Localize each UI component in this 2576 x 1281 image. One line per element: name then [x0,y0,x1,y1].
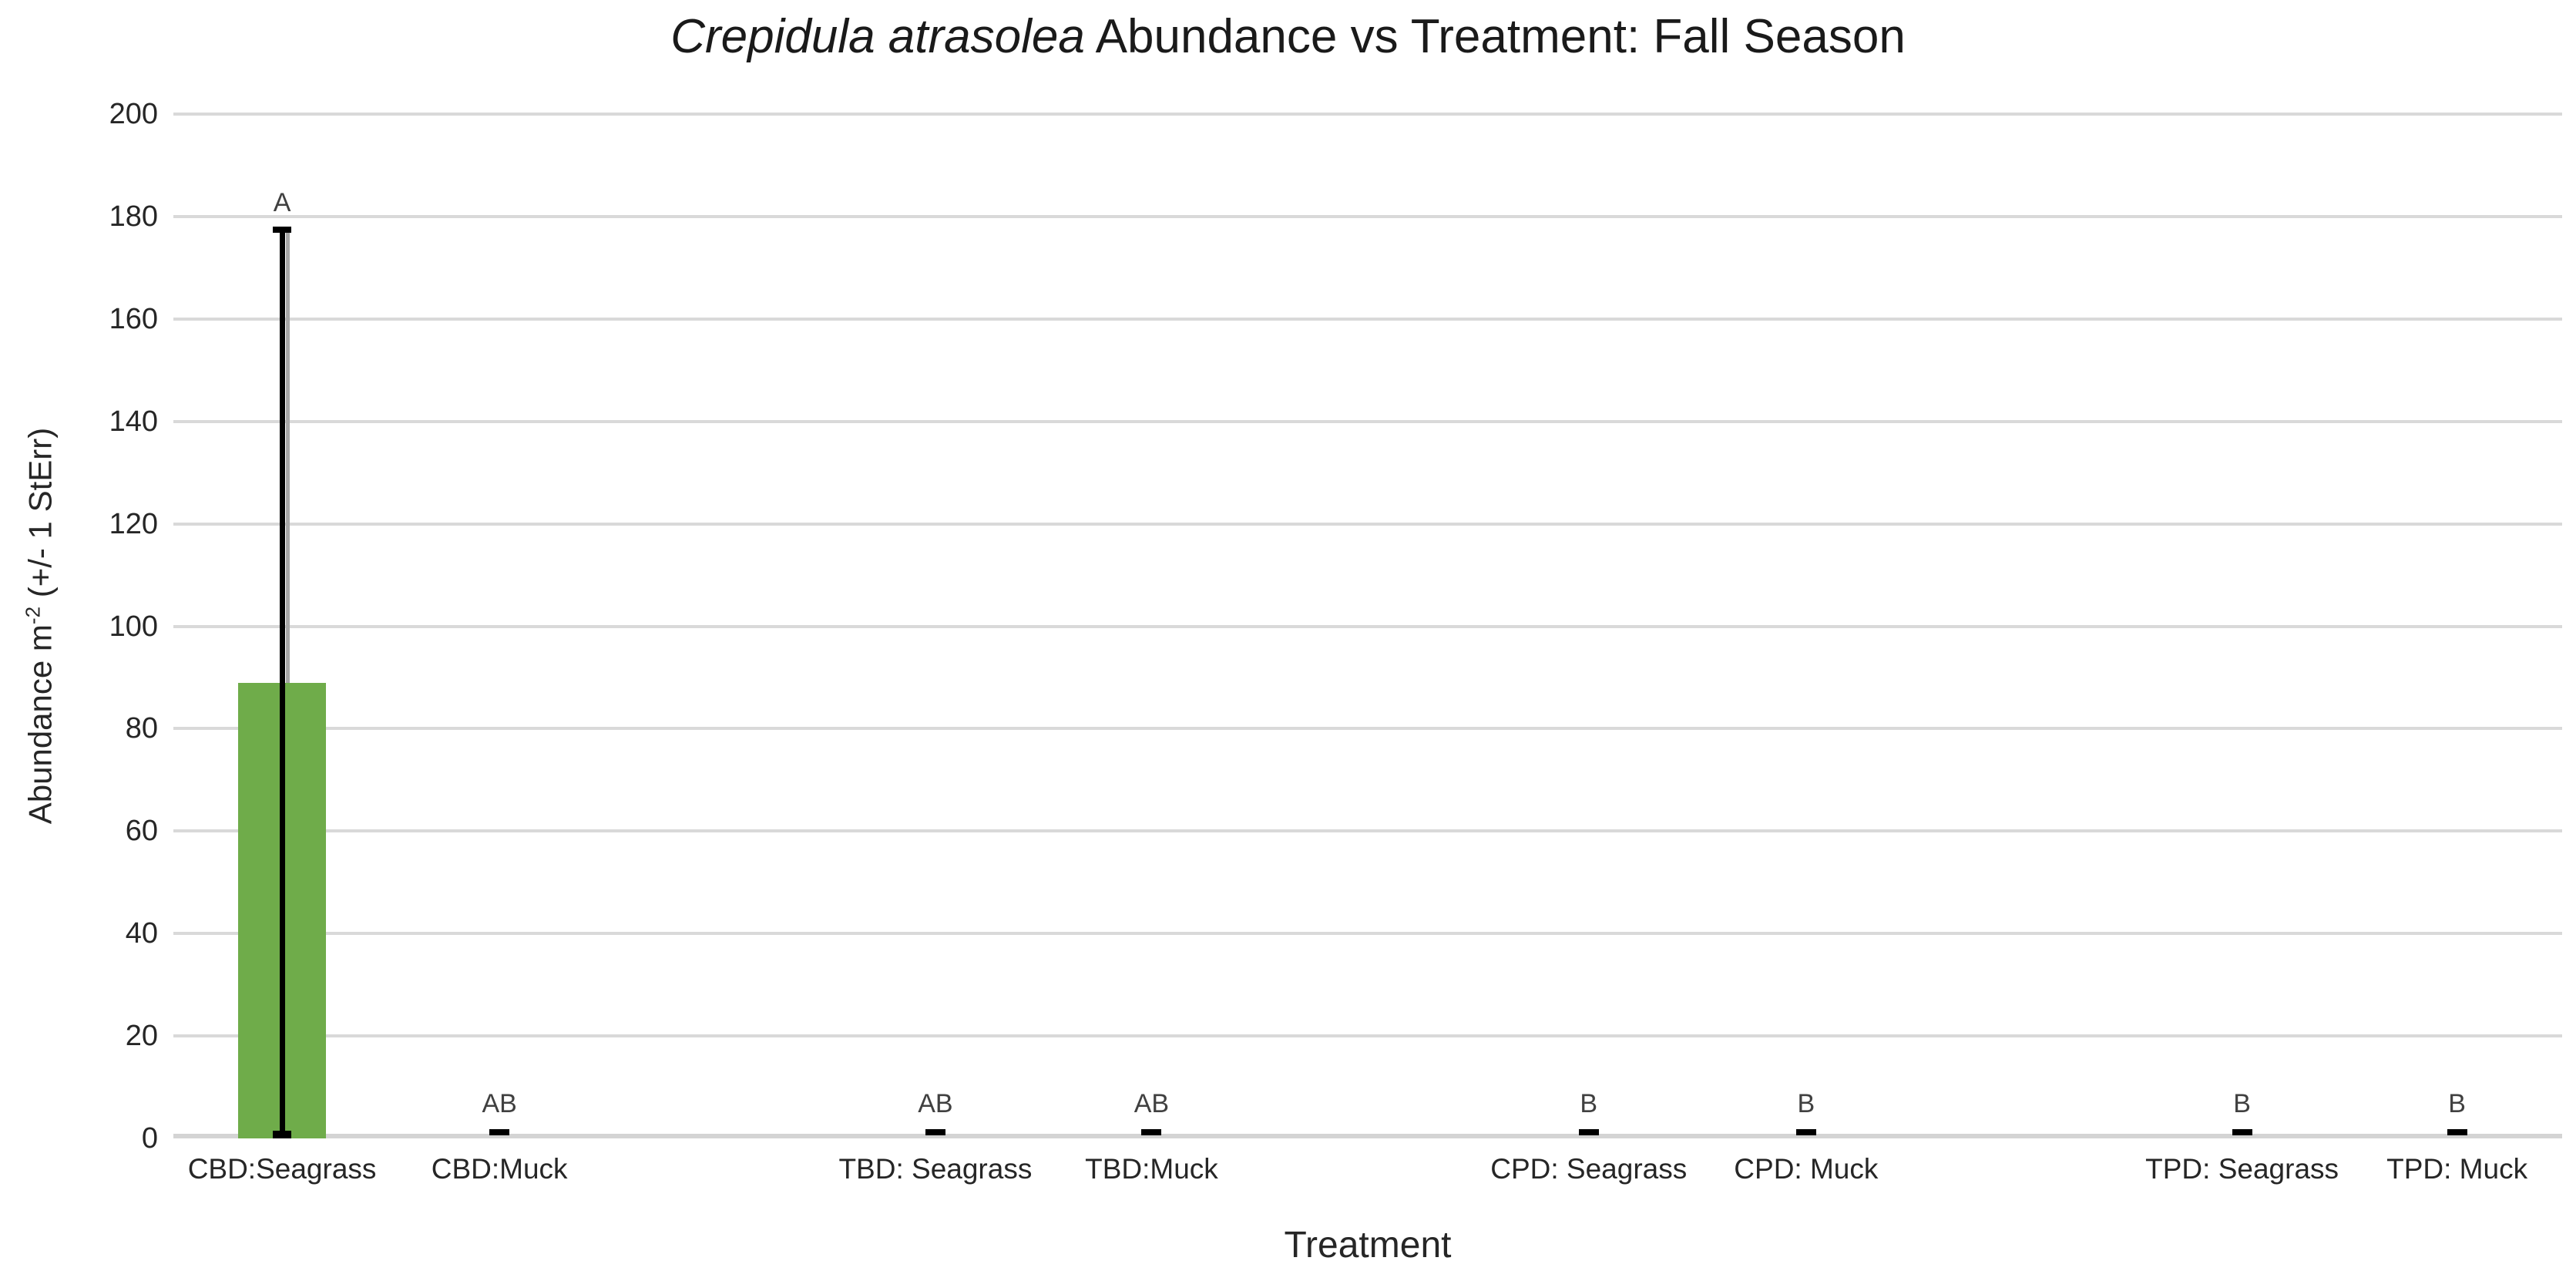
chart-title-rest: Abundance vs Treatment: Fall Season [1084,10,1906,63]
x-category-label: TBD: Seagrass [838,1153,1033,1185]
significance-letter: B [2448,1089,2466,1118]
gridline [173,624,2562,628]
gridline [173,932,2562,936]
plot-area: 0 20 40 60 80 100 120 140 160 180 200 A AB AB AB B B B B [109,99,2562,1153]
y-tick-label: 140 [109,405,158,438]
gridline [173,113,2562,116]
x-axis-line [173,1134,2562,1138]
x-category-label: TPD: Seagrass [2145,1153,2339,1185]
y-axis-title-superscript: -2 [21,606,45,625]
y-tick-label: 160 [109,302,158,335]
significance-letter: A [273,188,291,218]
x-category-label: TBD:Muck [1085,1153,1218,1185]
gridline [173,727,2562,731]
error-bar [279,227,285,1138]
x-category-label: CBD:Muck [431,1153,568,1185]
significance-letter: AB [482,1089,517,1118]
zero-dash [925,1129,945,1135]
significance-letter: AB [918,1089,953,1118]
error-bar-cap-top [273,227,292,234]
x-category-label: CBD:Seagrass [187,1153,377,1185]
y-tick-label: 100 [109,610,158,643]
significance-letter: B [1797,1089,1815,1118]
y-tick-label: 0 [141,1122,158,1155]
gridline [173,317,2562,321]
zero-dash [2232,1129,2252,1135]
y-tick-label: 60 [125,815,158,848]
y-tick-label: 80 [125,712,158,745]
y-tick-label: 200 [109,98,158,130]
y-tick-label: 120 [109,507,158,540]
zero-dash [2447,1129,2467,1135]
y-tick-label: 40 [125,917,158,950]
y-tick-label: 20 [125,1020,158,1053]
y-tick-label: 180 [109,200,158,233]
x-category-label: CPD: Seagrass [1490,1153,1688,1185]
x-category-label: TPD: Muck [2386,1153,2528,1185]
x-category-label: CPD: Muck [1734,1153,1879,1185]
gridline [173,419,2562,423]
zero-dash [1141,1129,1162,1135]
chart-title-species: Crepidula atrasolea [670,10,1085,63]
chart-title: Crepidula atrasolea Abundance vs Treatme… [0,9,2576,64]
x-axis-title: Treatment [1284,1225,1452,1266]
error-bar-shadow [285,233,290,684]
gridline [173,829,2562,833]
significance-letter: B [1580,1089,1598,1118]
gridline [173,1034,2562,1038]
zero-dash [1578,1129,1599,1135]
zero-dash [489,1129,510,1135]
error-bar-cap-bottom [273,1131,292,1138]
significance-letter: B [2233,1089,2251,1118]
significance-letter: AB [1134,1089,1170,1118]
zero-dash [1795,1129,1816,1135]
gridline [173,522,2562,526]
gridline [173,214,2562,218]
